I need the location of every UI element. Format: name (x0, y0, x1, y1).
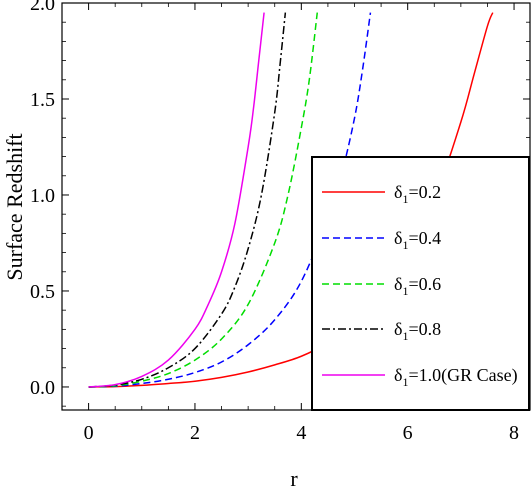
legend-label-5: δ1=1.0(GR Case) (394, 365, 518, 389)
legend-label-3: δ1=0.6 (394, 274, 441, 298)
series-line-4 (88, 12, 287, 388)
legend-label-4: δ1=0.8 (394, 319, 441, 343)
x-tick-label: 4 (296, 422, 306, 444)
y-tick-label: 0.5 (30, 281, 55, 303)
x-axis-title: r (290, 466, 298, 491)
y-tick-label: 2.0 (30, 0, 55, 15)
x-tick-label: 2 (190, 422, 200, 444)
legend-label-1: δ1=0.2 (394, 182, 441, 206)
series-line-5 (88, 12, 265, 388)
y-tick-label: 1.0 (30, 185, 55, 207)
series-line-2 (88, 12, 372, 388)
x-tick-label: 8 (509, 422, 519, 444)
series-line-3 (88, 12, 319, 388)
legend-label-2: δ1=0.4 (394, 228, 441, 252)
x-tick-label: 0 (84, 422, 94, 444)
y-tick-label: 0.0 (30, 377, 55, 399)
axis-ticks: 0 2 4 6 8 0.0 0.5 1.0 1.5 2.0 (30, 0, 530, 444)
y-tick-label: 1.5 (30, 89, 55, 111)
legend: δ1=0.2 δ1=0.4 δ1=0.6 δ1=0.8 δ1=1.0(GR Case) (322, 182, 518, 389)
x-tick-label: 6 (403, 422, 413, 444)
y-axis-title: Surface Redshift (2, 133, 27, 280)
